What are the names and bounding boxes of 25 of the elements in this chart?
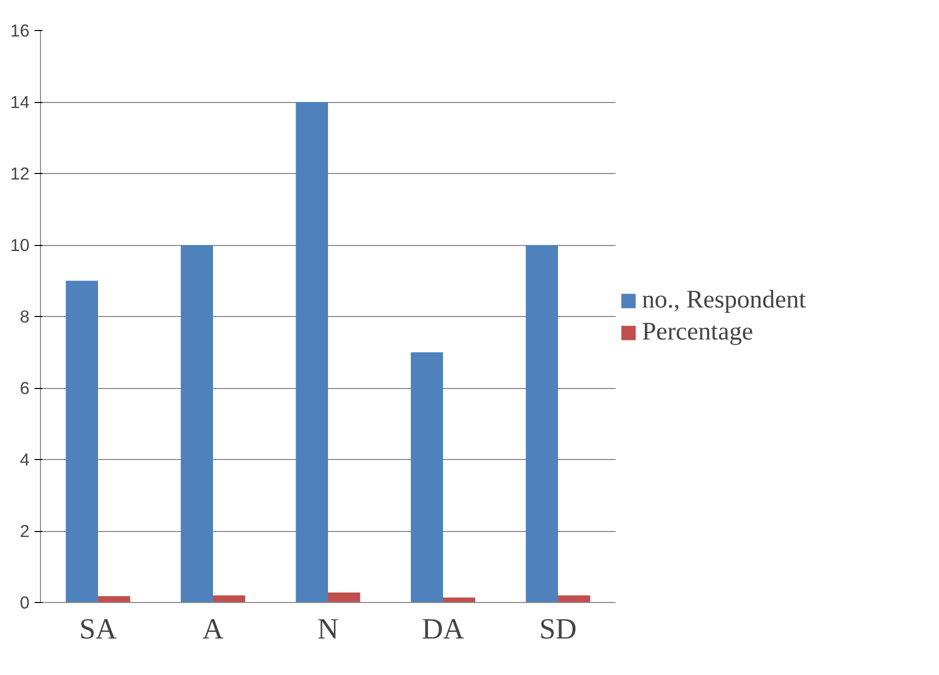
bar xyxy=(66,280,98,602)
x-tick-label: A xyxy=(202,614,224,646)
legend-label: no., Respondent xyxy=(642,286,806,314)
legend-label: Percentage xyxy=(642,318,754,346)
x-tick-label: SD xyxy=(539,614,577,646)
y-tick-label: 0 xyxy=(20,592,30,612)
y-tick-label: 16 xyxy=(10,20,30,40)
x-tick-label: DA xyxy=(422,614,464,646)
bar xyxy=(213,595,246,602)
bar xyxy=(410,352,443,602)
y-tick-label: 14 xyxy=(10,92,30,112)
x-tick-label: SA xyxy=(79,614,117,646)
bar xyxy=(558,595,590,602)
y-tick-label: 2 xyxy=(20,521,30,541)
bar xyxy=(180,245,213,602)
bar xyxy=(328,592,360,602)
y-tick-label: 8 xyxy=(20,306,30,326)
bar xyxy=(98,596,130,602)
y-tick-label: 6 xyxy=(20,378,30,398)
bar xyxy=(526,245,558,602)
x-tick-label: N xyxy=(317,614,339,646)
y-tick-label: 10 xyxy=(10,235,30,255)
y-tick-label: 4 xyxy=(20,450,30,470)
bar xyxy=(296,102,328,602)
y-tick-label: 12 xyxy=(10,164,30,184)
